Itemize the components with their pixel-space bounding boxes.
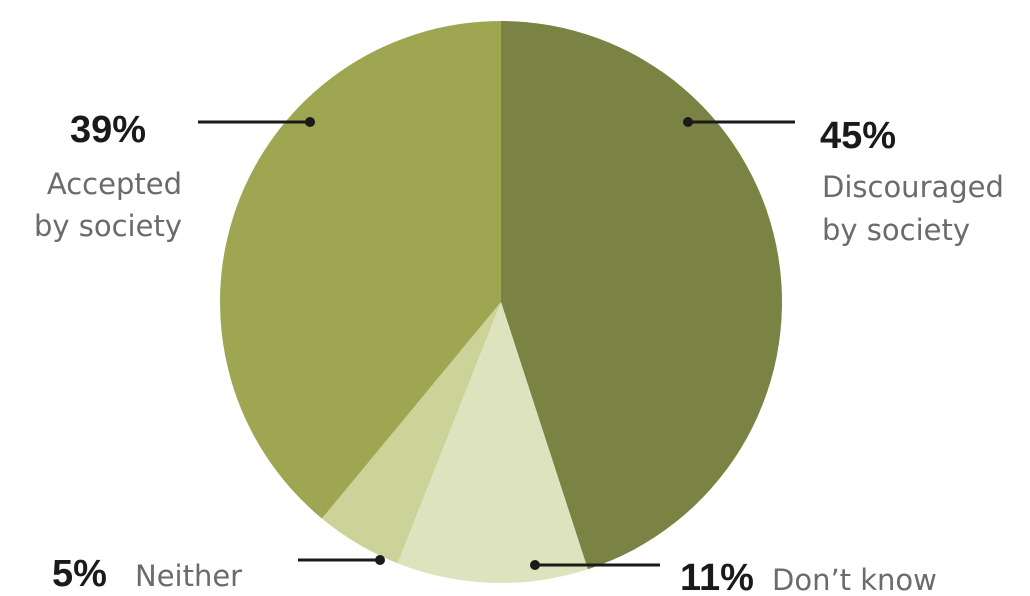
pct-dontknow: 11% — [680, 557, 754, 596]
leader-dot-dontknow — [530, 560, 540, 570]
leader-dot-neither — [375, 555, 385, 565]
leader-dot-accepted — [305, 117, 315, 127]
pie-slices — [220, 21, 782, 583]
label-accepted-line1: Accepted — [47, 167, 182, 201]
pct-neither: 5% — [52, 553, 107, 595]
label-dontknow-text: Don’t know — [772, 563, 937, 596]
pct-discouraged: 45% — [820, 115, 896, 157]
label-neither-text: Neither — [135, 559, 242, 593]
label-accepted-line2: by society — [34, 209, 182, 243]
label-discouraged-line1: Discouraged — [822, 170, 1004, 204]
label-neither: 5% Neither — [52, 553, 385, 595]
pct-accepted: 39% — [70, 109, 146, 151]
leader-dot-discouraged — [683, 117, 693, 127]
label-discouraged-line2: by society — [822, 213, 970, 247]
